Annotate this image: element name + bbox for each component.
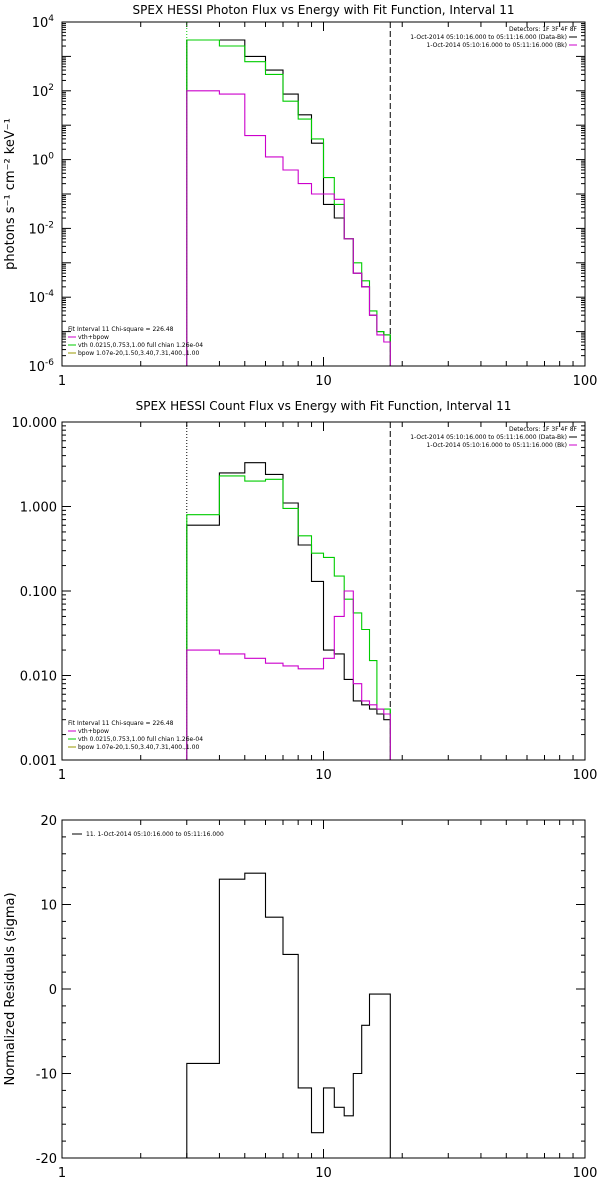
y-tick-base: 10	[32, 16, 49, 31]
series-group	[186, 872, 391, 1158]
y-tick-label: 10	[40, 899, 57, 914]
legend-entry: 1-Oct-2014 05:10:16.000 to 05:11:16.000 …	[427, 42, 568, 49]
y-tick-label: -20	[36, 1152, 57, 1167]
legend-header: Fit Interval 11 Chi-square = 226.48	[68, 720, 174, 727]
x-tick-label: 100	[573, 374, 598, 389]
x-tick-label: 1	[58, 768, 66, 783]
chart-panel-count: SPEX HESSI Count Flux vs Energy with Fit…	[12, 399, 598, 783]
legend-entry: 1-Oct-2014 05:10:16.000 to 05:11:16.000 …	[410, 34, 567, 41]
legend-entry: bpow 1.07e-20,1.50,3.40,7.31,400.,1.00	[78, 744, 199, 751]
y-tick-label: 0.010	[20, 670, 57, 685]
series-line-2	[186, 590, 391, 760]
y-tick-label: 10-4	[28, 289, 54, 306]
y-tick-label: 10-6	[28, 358, 54, 375]
series-line-1	[186, 39, 391, 366]
x-tick-label: 10	[315, 374, 332, 389]
y-axis-label: Normalized Residuals (sigma)	[3, 892, 18, 1085]
legend-header: Fit Interval 11 Chi-square = 226.48	[68, 326, 174, 333]
y-tick-label: 0.001	[20, 754, 57, 769]
y-tick-base: 10	[32, 154, 49, 169]
y-tick-exp: 4	[48, 14, 54, 24]
legend-entry: vth 0.0215,0.753,1.00 full chian 1.26e-0…	[78, 736, 203, 743]
plot-frame	[61, 819, 586, 1159]
legend-entry: bpow 1.07e-20,1.50,3.40,7.31,400.,1.00	[78, 350, 199, 357]
y-tick-label: 0.100	[20, 585, 57, 600]
x-tick-label: 10	[315, 1166, 332, 1181]
y-tick-exp: -4	[45, 289, 54, 299]
chart-title: SPEX HESSI Photon Flux vs Energy with Fi…	[133, 3, 515, 17]
y-tick-label: -10	[36, 1068, 57, 1083]
y-axis-label: photons s⁻¹ cm⁻² keV⁻¹	[3, 118, 18, 270]
y-tick-label: 102	[32, 83, 54, 100]
chart-title: SPEX HESSI Count Flux vs Energy with Fit…	[136, 399, 512, 413]
legend-entry: vth 0.0215,0.753,1.00 full chian 1.26e-0…	[78, 342, 203, 349]
legend-entry: 1-Oct-2014 05:10:16.000 to 05:11:16.000 …	[410, 434, 567, 441]
series-line-2	[186, 90, 391, 366]
y-tick-base: 10	[32, 85, 49, 100]
series-line-1	[186, 475, 391, 760]
legend-entry: 11. 1-Oct-2014 05:10:16.000 to 05:11:16.…	[86, 831, 224, 838]
y-tick-label: 1.000	[20, 501, 57, 516]
plot-frame	[61, 21, 586, 367]
series-line-0	[186, 39, 391, 366]
x-tick-label: 1	[58, 374, 66, 389]
x-tick-label: 1	[58, 1166, 66, 1181]
y-tick-label: 100	[32, 152, 55, 169]
y-tick-label: 10-2	[28, 220, 54, 237]
y-tick-exp: -2	[45, 220, 54, 230]
y-tick-exp: 2	[48, 83, 54, 93]
chart-panel-photon: SPEX HESSI Photon Flux vs Energy with Fi…	[3, 3, 597, 389]
series-group	[186, 462, 391, 760]
series-line-0	[186, 872, 391, 1158]
legend-entry: vth+bpow	[78, 334, 109, 341]
legend-header: Detectors: 1F 3F 4F 8F	[509, 426, 578, 433]
x-tick-label: 100	[573, 768, 598, 783]
y-tick-label: 104	[32, 14, 55, 31]
y-tick-label: 20	[40, 814, 57, 829]
legend-entry: vth+bpow	[78, 728, 109, 735]
y-tick-base: 10	[28, 222, 45, 237]
y-tick-exp: -6	[45, 358, 54, 368]
y-tick-exp: 0	[48, 152, 54, 162]
series-line-0	[186, 462, 391, 760]
y-tick-base: 10	[28, 291, 45, 306]
legend-entry: 1-Oct-2014 05:10:16.000 to 05:11:16.000 …	[427, 442, 568, 449]
plot-frame	[61, 421, 586, 761]
y-tick-label: 10.000	[12, 416, 58, 431]
y-tick-label: 0	[49, 983, 57, 998]
x-tick-label: 10	[315, 768, 332, 783]
legend-header: Detectors: 1F 3F 4F 8F	[509, 26, 578, 33]
series-group	[186, 39, 391, 366]
y-tick-base: 10	[28, 360, 45, 375]
x-tick-label: 100	[573, 1166, 598, 1181]
